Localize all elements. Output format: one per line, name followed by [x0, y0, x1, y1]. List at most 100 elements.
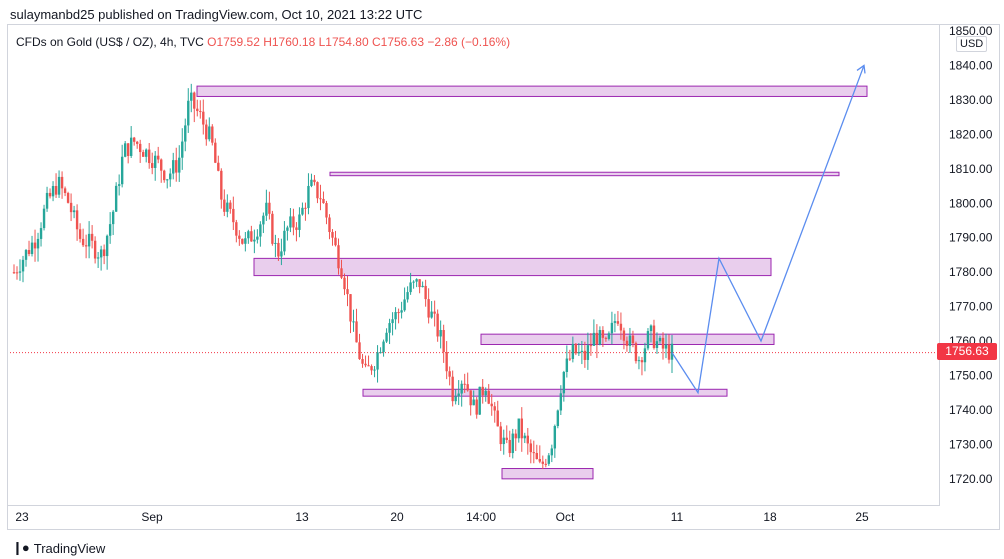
price-axis[interactable] — [940, 24, 1000, 506]
candle-body — [132, 137, 136, 142]
candle-body — [595, 332, 599, 345]
candle-body — [328, 217, 331, 233]
candle-body — [460, 383, 463, 394]
candle-body — [87, 233, 91, 247]
candle-body — [499, 426, 502, 445]
candle-body — [670, 343, 674, 360]
candle-body — [547, 455, 551, 464]
price-zone[interactable] — [362, 388, 728, 397]
time-axis[interactable] — [7, 506, 1000, 530]
candle-body — [355, 321, 358, 343]
candle-body — [562, 371, 566, 394]
candle-body — [493, 406, 496, 411]
candle-body — [205, 124, 208, 140]
currency-button[interactable]: USD — [956, 36, 988, 52]
candle-body — [66, 193, 70, 203]
candle-body — [157, 155, 160, 160]
candle-body — [442, 330, 445, 353]
candle-body — [469, 390, 472, 406]
candle-body — [343, 277, 346, 290]
candle-body — [304, 207, 307, 209]
price-zone[interactable] — [329, 171, 840, 177]
candle-body — [337, 245, 340, 269]
candle-body — [334, 237, 337, 246]
x-tick-label: 25 — [855, 510, 869, 524]
candle-body — [120, 156, 124, 185]
price-zone[interactable] — [196, 85, 868, 97]
candle-body — [151, 163, 154, 168]
candle-body — [72, 210, 76, 213]
candle-body — [589, 345, 593, 347]
candle-body — [301, 207, 304, 215]
candle-body — [574, 343, 578, 354]
x-tick-label: 13 — [295, 510, 309, 524]
candle-body — [631, 335, 635, 344]
candle-body — [286, 227, 289, 231]
candle-body — [340, 268, 343, 278]
ohlc-values: O1759.52 H1760.18 L1754.80 C1756.63 −2.8… — [207, 35, 511, 49]
candle-body — [580, 350, 584, 353]
candle-body — [496, 410, 499, 427]
candle-body — [508, 439, 511, 454]
candle-body — [250, 231, 253, 242]
last-price-tag: 1756.63 — [937, 343, 997, 360]
candle-body — [319, 198, 322, 200]
candle-body — [418, 279, 421, 288]
candle-body — [193, 92, 196, 109]
candle-body — [640, 360, 644, 363]
candle-body — [187, 100, 190, 126]
y-tick-label: 1740.00 — [949, 403, 993, 417]
candle-body — [505, 437, 508, 440]
candle-body — [148, 149, 151, 164]
candle-body — [292, 216, 295, 228]
candle-body — [235, 222, 238, 236]
footer-brand[interactable]: ❙● TradingView — [12, 540, 105, 556]
candle-body — [27, 250, 31, 255]
candle-body — [214, 142, 217, 163]
candle-body — [439, 330, 442, 337]
candle-body — [349, 294, 352, 322]
candle-body — [556, 410, 560, 426]
candle-body — [256, 236, 259, 240]
candle-body — [388, 323, 391, 333]
candle-body — [592, 332, 596, 346]
candle-body — [664, 344, 668, 349]
candle-body — [436, 313, 439, 337]
candle-body — [586, 345, 590, 360]
candle-body — [232, 208, 235, 223]
candle-body — [108, 224, 112, 236]
candle-body — [454, 396, 457, 402]
y-tick-label: 1770.00 — [949, 300, 993, 314]
candle-body — [448, 371, 451, 377]
y-tick-label: 1730.00 — [949, 437, 993, 451]
candle-body — [607, 333, 611, 339]
candle-body — [427, 299, 430, 318]
candle-body — [247, 231, 250, 239]
chart-pane[interactable] — [7, 24, 940, 506]
candle-body — [102, 249, 106, 257]
candle-body — [373, 369, 376, 371]
publish-caption: sulaymanbd25 published on TradingView.co… — [10, 7, 423, 22]
y-tick-label: 1750.00 — [949, 369, 993, 383]
candle-body — [331, 232, 334, 238]
candle-body — [253, 239, 256, 242]
candle-body — [541, 461, 545, 464]
candle-body — [634, 343, 638, 362]
candle-body — [625, 340, 629, 346]
y-tick-label: 1780.00 — [949, 265, 993, 279]
candle-body — [310, 179, 313, 186]
arrowhead-icon — [856, 64, 866, 74]
candle-body — [105, 235, 109, 257]
candle-body — [141, 152, 145, 157]
candle-body — [463, 383, 466, 385]
candle-body — [223, 199, 226, 212]
candle-body — [208, 126, 211, 140]
candle-body — [280, 251, 283, 257]
candle-body — [244, 238, 247, 244]
candle-body — [313, 179, 316, 183]
candle-body — [550, 448, 554, 456]
candle-body — [415, 279, 418, 282]
price-zone[interactable] — [501, 468, 594, 480]
y-tick-label: 1820.00 — [949, 127, 993, 141]
price-zone[interactable] — [253, 257, 772, 277]
